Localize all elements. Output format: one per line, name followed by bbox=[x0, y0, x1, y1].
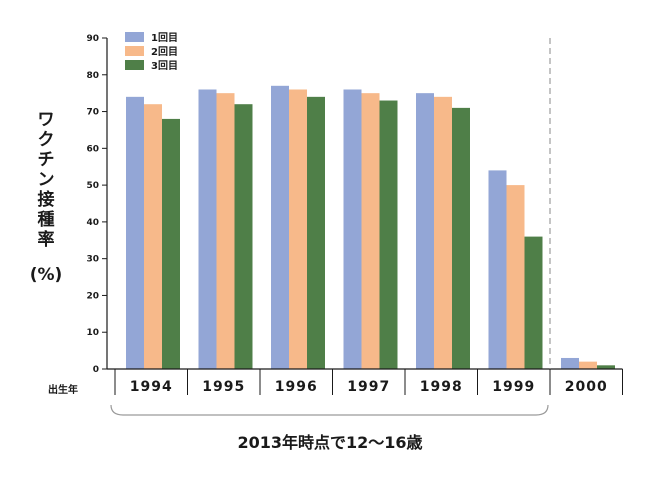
y-tick-label: 30 bbox=[86, 255, 99, 265]
age-bracket bbox=[110, 404, 549, 416]
x-row-label: 出生年 bbox=[48, 383, 78, 396]
y-axis-label-char: ク bbox=[38, 130, 55, 150]
bar-1994-2 bbox=[144, 104, 162, 369]
x-axis: 1994 1995 1996 1997 1998 1999 2000 出生年 bbox=[48, 38, 623, 396]
x-category-label: 1998 bbox=[420, 379, 463, 395]
y-axis-label-char: 率 bbox=[38, 229, 55, 250]
bar-1995-2 bbox=[216, 93, 235, 370]
x-category-label: 1995 bbox=[202, 379, 245, 395]
y-axis-label-char: 種 bbox=[38, 209, 55, 230]
bar-1998-3 bbox=[452, 107, 470, 369]
y-axis-label-char: ン bbox=[38, 170, 55, 190]
y-tick-label: 80 bbox=[86, 71, 99, 81]
y-tick-label: 20 bbox=[86, 291, 99, 301]
legend-label: 1回目 bbox=[151, 32, 178, 44]
y-axis-label-char: 接 bbox=[38, 189, 55, 210]
legend-swatch bbox=[125, 46, 144, 56]
x-category-label: 1994 bbox=[130, 379, 173, 395]
bar-1998-2 bbox=[434, 96, 452, 369]
legend-swatch bbox=[125, 32, 144, 42]
legend-label: 2回目 bbox=[151, 46, 178, 58]
y-tick-label: 70 bbox=[86, 108, 99, 118]
legend-label: 3回目 bbox=[151, 60, 178, 72]
x-category-label: 1999 bbox=[492, 379, 535, 395]
bar-2000-3 bbox=[597, 365, 615, 369]
x-category-label: 2000 bbox=[565, 379, 608, 395]
bar-1995-3 bbox=[234, 104, 253, 369]
bar-1999-2 bbox=[506, 185, 525, 369]
bar-1997-1 bbox=[343, 89, 362, 369]
bar-1997-3 bbox=[379, 100, 398, 370]
age-caption: 2013年時点で12〜16歳 bbox=[110, 404, 549, 452]
bar-1998-1 bbox=[416, 93, 434, 370]
bar-1999-1 bbox=[488, 170, 507, 369]
bar-1996-1 bbox=[271, 85, 289, 370]
bar-1999-3 bbox=[524, 236, 543, 369]
bar-1995-1 bbox=[198, 89, 217, 369]
y-tick-label: 10 bbox=[86, 328, 99, 338]
bar-1997-2 bbox=[361, 93, 380, 370]
bar-1994-1 bbox=[126, 96, 144, 369]
x-category-label: 1997 bbox=[347, 379, 390, 395]
legend: 1回目 2回目 3回目 bbox=[125, 32, 178, 72]
bar-1996-2 bbox=[289, 89, 307, 369]
y-tick-label: 60 bbox=[86, 144, 99, 154]
y-axis-unit: (%) bbox=[30, 265, 63, 285]
y-axis-label-char: チ bbox=[38, 150, 55, 170]
bars bbox=[126, 85, 615, 370]
y-tick-label: 90 bbox=[86, 34, 99, 44]
legend-swatch bbox=[125, 60, 144, 70]
x-category-label: 1996 bbox=[275, 379, 318, 395]
bar-1994-3 bbox=[162, 118, 180, 370]
bar-1996-3 bbox=[307, 96, 325, 369]
y-tick-label: 40 bbox=[86, 218, 99, 228]
y-tick-label: 0 bbox=[93, 365, 99, 375]
y-axis: 0 10 20 30 40 50 60 70 80 90 bbox=[86, 34, 108, 375]
y-tick-label: 50 bbox=[86, 181, 99, 191]
y-axis-label-char: ワ bbox=[38, 110, 55, 130]
bar-2000-1 bbox=[561, 357, 579, 369]
age-caption-text: 2013年時点で12〜16歳 bbox=[237, 433, 422, 452]
bar-2000-2 bbox=[579, 361, 597, 369]
